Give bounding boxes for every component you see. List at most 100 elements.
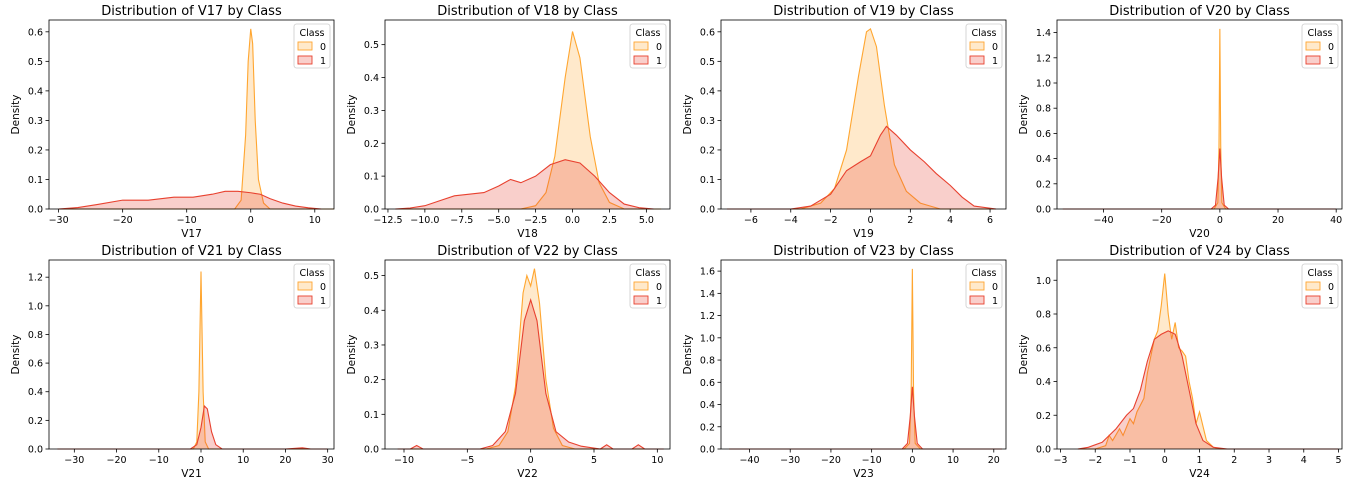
density-line-class-1 [1062,148,1337,210]
legend-swatch-class-1 [633,295,649,305]
y-axis-label: Density [346,95,358,135]
legend-swatch-class-0 [633,281,649,291]
x-tick-label: −2 [824,215,838,226]
legend-swatch-class-0 [1305,281,1321,291]
x-tick-label: 20 [988,455,1000,466]
y-tick-label: 0.6 [1036,129,1051,140]
x-tick-label: −20 [113,215,133,226]
density-area-class-0 [1077,273,1339,449]
y-tick-label: 0.1 [364,172,379,183]
y-tick-label: 0.4 [1036,154,1051,165]
x-axis-label: V23 [853,468,874,479]
subplot-v21: −30 −20 −10 0 10 20 300.00.20.40.60.81.01.2Dis… [10,244,335,479]
y-tick-label: 0.2 [28,145,43,156]
axes-frame [48,19,335,210]
legend-label-class-1: 1 [656,296,662,307]
subplot-v23: −40 −30 −20 −10 0 10 200.00.20.40.60.81.01.21.… [682,244,1007,479]
y-tick-label: 0.4 [364,306,379,317]
density-area-class-1 [58,191,322,209]
x-tick-label: −10 [394,455,414,466]
x-tick-label: 5.0 [639,215,654,226]
y-tick-label: 0.4 [700,400,715,411]
axes-frame [720,19,1007,210]
legend: Class 0 1 [1301,263,1339,309]
x-tick-label: −4 [784,215,798,226]
legend-label-class-0: 0 [992,42,998,53]
x-tick-label: 0 [1217,215,1223,226]
legend: Class 0 1 [629,23,667,69]
axes-frame [384,19,671,210]
y-tick-label: 1.2 [28,273,43,284]
legend-label-class-0: 0 [656,42,662,53]
y-axis-label: Density [682,95,694,135]
y-tick-label: 0.5 [700,57,715,68]
density-line-class-0 [58,28,334,210]
density-line-class-1 [57,404,328,450]
y-tick-label: 0.5 [364,271,379,282]
x-tick-label: 2 [907,215,913,226]
y-tick-label: 1.0 [1036,79,1051,90]
y-tick-label: 0.2 [364,375,379,386]
y-tick-label: 1.0 [700,333,715,344]
x-tick-label: 5 [1336,455,1342,466]
density-area-class-1 [1062,148,1337,209]
legend-title: Class [300,28,325,39]
x-tick-label: 2.5 [602,215,617,226]
legend-swatch-class-1 [969,295,985,305]
y-tick-label: 0.5 [28,57,43,68]
legend-title: Class [300,268,325,279]
x-tick-label: 3 [1266,455,1272,466]
y-tick-label: 0.8 [1036,310,1051,321]
density-area-class-0 [729,268,1002,449]
density-area-class-1 [395,159,654,209]
legend-swatch-class-1 [633,55,649,65]
subplot-v20: −40 −20 0 20 40 0.0 0.2 0.4 0.6 0.8 1.0 1.2 1.4 Distr… [1018,4,1343,240]
subplot-v18: −12.5 −10.0 −7.5 −5.0 −2.5 0.0 2.5 5.0 0.0 0.1 0.2… [346,4,671,240]
y-tick-label: 0.0 [700,205,715,216]
legend-label-class-0: 0 [1328,282,1334,293]
density-area-class-0 [58,28,335,209]
legend: Class 0 1 [965,263,1003,309]
x-tick-label: −20 [1152,215,1172,226]
y-tick-label: 0.2 [700,422,715,433]
y-tick-label: 0.2 [1036,179,1051,190]
legend-title: Class [636,268,661,279]
density-line-class-1 [729,386,1002,450]
x-tick-label: −30 [64,455,84,466]
y-axis-label: Density [10,335,22,375]
y-tick-label: 0.0 [28,445,43,456]
y-tick-label: 0.4 [1036,377,1051,388]
axes-frame [384,259,671,450]
x-tick-label: 0 [528,455,534,466]
y-tick-label: 0.1 [364,410,379,421]
legend: Class 0 1 [629,263,667,309]
legend-label-class-1: 1 [1328,56,1334,67]
x-tick-label: 20 [279,455,291,466]
x-tick-label: −5 [460,455,474,466]
x-axis-label: V24 [1189,468,1210,479]
legend-title: Class [636,28,661,39]
y-tick-label: 0.8 [700,356,715,367]
density-area-class-0 [397,268,664,449]
x-tick-label: 4 [1301,455,1307,466]
x-tick-label: −5.0 [487,215,510,226]
subplot-v22: −10 −5 0 5 100.00.10.20.30.40.5Distribution … [346,244,671,479]
legend-title: Class [1308,28,1333,39]
x-tick-label: 30 [322,455,334,466]
legend-label-class-1: 1 [320,56,326,67]
x-tick-label: −30 [780,455,800,466]
x-axis-label: V17 [181,228,202,240]
y-tick-label: 1.4 [1036,28,1051,39]
subplot-title: Distribution of V20 by Class [1109,4,1290,19]
y-tick-label: 0.2 [1036,411,1051,422]
subplot-title: Distribution of V17 by Class [101,4,282,19]
x-tick-label: −10.0 [410,215,439,226]
legend-title: Class [1308,268,1333,279]
density-area-class-0 [1062,28,1337,209]
y-tick-label: 0.8 [1036,104,1051,115]
y-tick-label: 0.2 [28,416,43,427]
y-axis-label: Density [10,95,22,135]
y-axis-label: Density [682,335,694,375]
x-tick-label: 0 [867,215,873,226]
subplot-title: Distribution of V23 by Class [773,244,954,259]
